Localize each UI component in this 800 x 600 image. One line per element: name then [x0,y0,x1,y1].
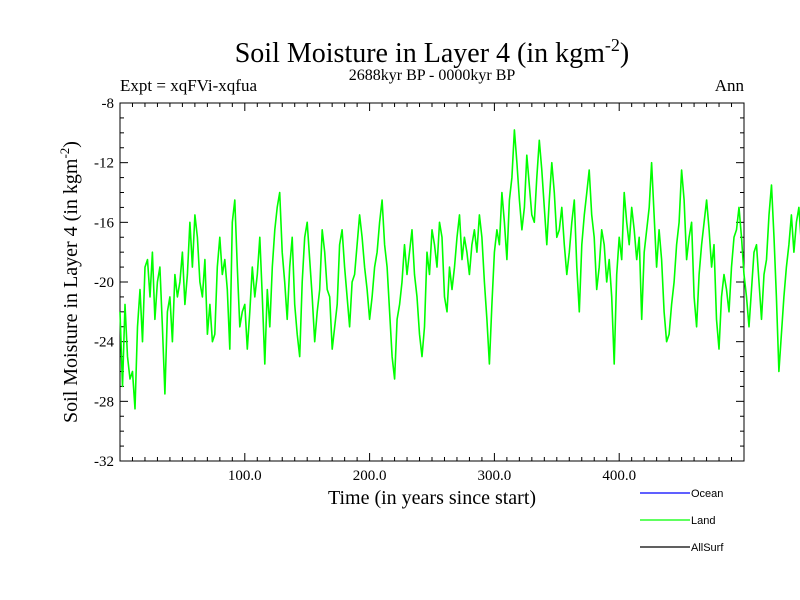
chart-title-close: ) [620,38,629,69]
series-layer [119,129,800,410]
y-tick-label: -8 [102,96,115,112]
x-axis-label: Time (in years since start) [328,487,536,509]
x-tick-label: 300.0 [478,468,512,484]
period-label: 2688kyr BP - 0000kyr BP [349,67,516,84]
y-tick-label: -12 [94,156,114,172]
experiment-label: Expt = xqFVi-xqfua [120,76,257,95]
chart-title: Soil Moisture in Layer 4 (in kgm-2) [235,35,630,69]
legend-label-ocean: Ocean [691,488,723,500]
y-tick-label: -24 [94,335,114,351]
y-axis-label-close: ) [60,141,82,148]
plot-frame [119,102,745,462]
legend: Ocean Land AllSurf [640,488,724,554]
y-axis-label-exponent: -2 [57,148,72,159]
chart-title-text: Soil Moisture in Layer 4 (in kgm [235,38,605,69]
y-axis-ticks: -32 -28 -24 -20 -16 -12 -8 [94,96,744,470]
y-tick-label: -28 [94,394,114,410]
y-axis-label: Soil Moisture in Layer 4 (in kgm-2) [57,141,82,423]
legend-label-land: Land [691,515,715,527]
x-axis-ticks: 100.0 200.0 300.0 400.0 [131,103,733,484]
legend-label-allsurf: AllSurf [691,542,724,554]
season-label: Ann [715,76,745,95]
y-tick-label: -16 [94,215,114,231]
x-tick-label: 400.0 [602,468,636,484]
y-tick-label: -20 [94,275,114,291]
x-tick-label: 100.0 [228,468,262,484]
y-axis-label-text: Soil Moisture in Layer 4 (in kgm [60,158,82,423]
x-tick-label: 200.0 [353,468,387,484]
chart-title-exponent: -2 [605,35,620,55]
y-tick-label: -32 [94,454,114,470]
series-line-land [119,129,800,410]
